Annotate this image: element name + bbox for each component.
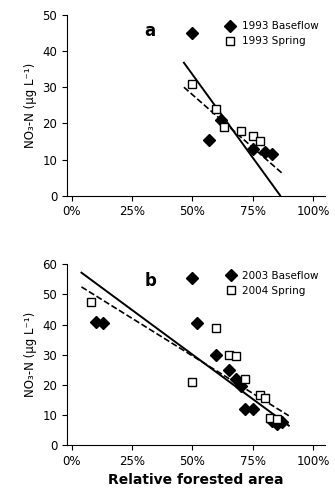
Text: a: a (144, 22, 155, 40)
2004 Spring (214, 324, 218, 330)
1993 Baseflow (190, 30, 194, 36)
2003 Baseflow (270, 418, 274, 424)
2004 Spring (190, 379, 194, 385)
2004 Spring (263, 396, 267, 402)
Line: 1993 Spring: 1993 Spring (188, 80, 264, 146)
Y-axis label: NO₃-N (μg L⁻¹): NO₃-N (μg L⁻¹) (24, 62, 37, 148)
1993 Spring (190, 80, 194, 86)
Text: b: b (144, 272, 156, 289)
1993 Spring (222, 124, 226, 130)
2003 Baseflow (94, 318, 98, 324)
1993 Spring (214, 106, 218, 112)
2003 Baseflow (226, 366, 230, 372)
2004 Spring (89, 299, 93, 305)
2003 Baseflow (195, 320, 199, 326)
Legend: 2003 Baseflow, 2004 Spring: 2003 Baseflow, 2004 Spring (223, 270, 320, 297)
Legend: 1993 Baseflow, 1993 Spring: 1993 Baseflow, 1993 Spring (223, 20, 320, 48)
1993 Baseflow (263, 150, 267, 156)
1993 Baseflow (219, 117, 223, 123)
2004 Spring (267, 415, 271, 421)
1993 Spring (258, 138, 262, 144)
1993 Baseflow (207, 136, 211, 142)
2003 Baseflow (244, 406, 248, 412)
2003 Baseflow (239, 384, 243, 390)
1993 Spring (251, 133, 255, 139)
2003 Baseflow (101, 320, 105, 326)
2003 Baseflow (275, 421, 279, 427)
Line: 2004 Spring: 2004 Spring (87, 298, 281, 424)
2004 Spring (244, 376, 248, 382)
2003 Baseflow (251, 406, 255, 412)
Line: 1993 Baseflow: 1993 Baseflow (188, 29, 276, 158)
1993 Spring (239, 128, 243, 134)
2003 Baseflow (234, 376, 238, 382)
2003 Baseflow (214, 352, 218, 358)
2003 Baseflow (190, 275, 194, 281)
X-axis label: Relative forested area: Relative forested area (108, 474, 284, 488)
1993 Baseflow (270, 151, 274, 157)
Y-axis label: NO₃-N (μg L⁻¹): NO₃-N (μg L⁻¹) (24, 312, 37, 398)
2003 Baseflow (279, 420, 283, 426)
2004 Spring (234, 353, 238, 359)
2004 Spring (226, 352, 230, 358)
2004 Spring (258, 392, 262, 398)
1993 Baseflow (251, 146, 255, 152)
Line: 2003 Baseflow: 2003 Baseflow (92, 274, 286, 428)
2004 Spring (275, 416, 279, 422)
